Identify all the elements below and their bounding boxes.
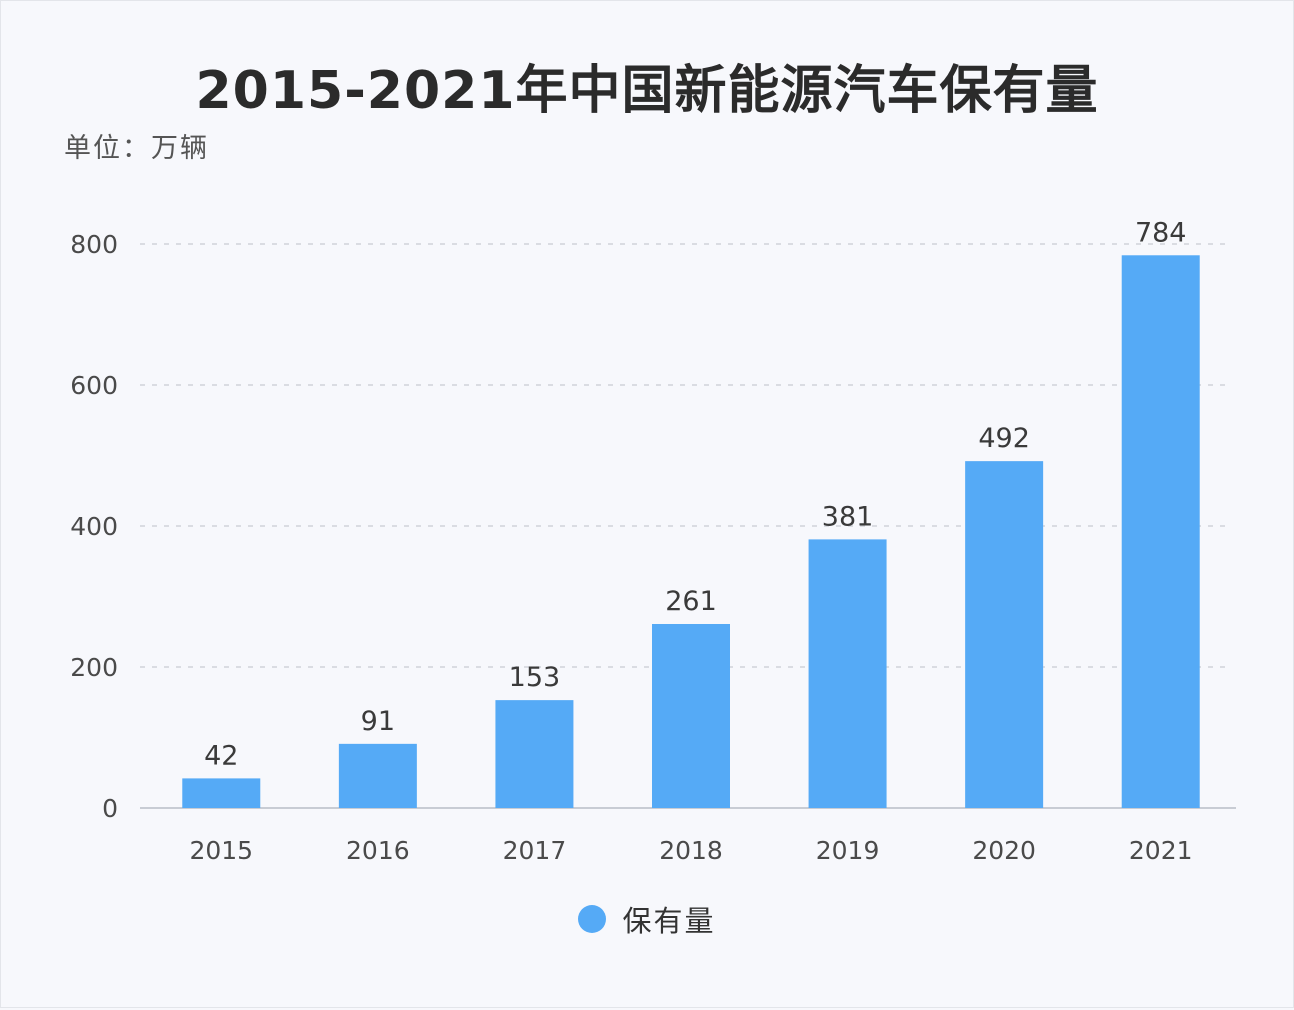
y-tick-label: 800 — [70, 230, 118, 259]
y-tick-label: 600 — [70, 371, 118, 400]
value-label-2018: 261 — [665, 586, 717, 617]
bars — [182, 255, 1200, 808]
value-label-2019: 381 — [822, 501, 874, 532]
value-label-2017: 153 — [509, 662, 561, 693]
x-tick-label-2017: 2017 — [503, 836, 567, 865]
bar-2018 — [652, 623, 730, 808]
bar-2021 — [1121, 255, 1200, 808]
x-tick-label-2019: 2019 — [816, 836, 880, 865]
y-tick-label: 200 — [70, 653, 118, 682]
y-tick-label: 400 — [70, 512, 118, 541]
bar-2017 — [495, 700, 574, 808]
y-tick-label: 0 — [102, 794, 118, 823]
bar-2020 — [965, 461, 1044, 808]
x-tick-label-2018: 2018 — [659, 836, 723, 865]
x-tick-label-2016: 2016 — [346, 836, 410, 865]
value-label-2020: 492 — [978, 423, 1030, 454]
legend-label: 保有量 — [622, 904, 716, 938]
value-label-2015: 42 — [204, 740, 238, 771]
x-tick-label-2021: 2021 — [1129, 836, 1193, 865]
legend: 保有量 — [0, 898, 1294, 940]
chart-title: 2015-2021年中国新能源汽车保有量 — [195, 61, 1099, 121]
bar-2015 — [182, 778, 261, 808]
value-label-2021: 784 — [1135, 217, 1187, 248]
unit-label: 单位：万辆 — [64, 133, 209, 164]
value-label-2016: 91 — [361, 706, 395, 737]
bar-2019 — [808, 539, 887, 808]
legend-swatch — [578, 905, 607, 933]
x-tick-label-2015: 2015 — [189, 836, 253, 865]
x-tick-label-2020: 2020 — [972, 836, 1036, 865]
bar-2016 — [338, 743, 417, 808]
labels: 0 200 400 600 800 42 2015 91 2016 153 2017 261 2018 3… — [70, 217, 1192, 865]
